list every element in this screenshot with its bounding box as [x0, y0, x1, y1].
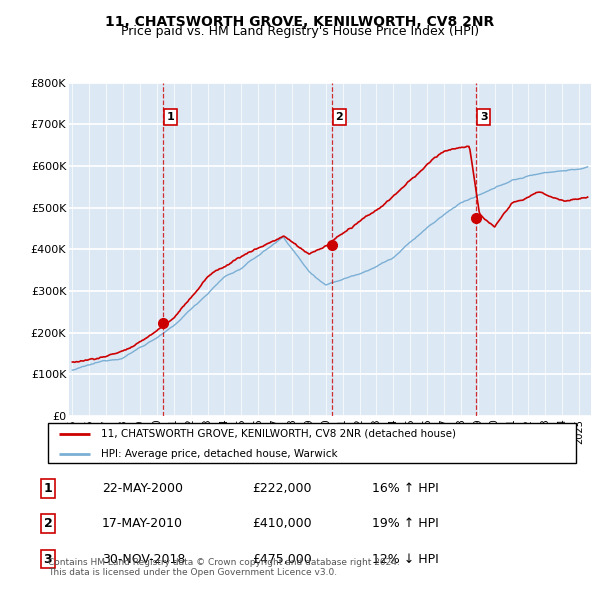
Text: 19% ↑ HPI: 19% ↑ HPI — [372, 517, 439, 530]
Text: 2: 2 — [335, 112, 343, 122]
Text: 16% ↑ HPI: 16% ↑ HPI — [372, 482, 439, 495]
Text: 30-NOV-2018: 30-NOV-2018 — [102, 552, 185, 566]
Text: 11, CHATSWORTH GROVE, KENILWORTH, CV8 2NR (detached house): 11, CHATSWORTH GROVE, KENILWORTH, CV8 2N… — [101, 429, 456, 439]
Text: HPI: Average price, detached house, Warwick: HPI: Average price, detached house, Warw… — [101, 449, 337, 459]
Text: 3: 3 — [480, 112, 487, 122]
Text: £222,000: £222,000 — [252, 482, 311, 495]
Text: 11, CHATSWORTH GROVE, KENILWORTH, CV8 2NR: 11, CHATSWORTH GROVE, KENILWORTH, CV8 2N… — [106, 15, 494, 29]
Text: £410,000: £410,000 — [252, 517, 311, 530]
Text: £475,000: £475,000 — [252, 552, 312, 566]
FancyBboxPatch shape — [48, 423, 576, 463]
Text: 17-MAY-2010: 17-MAY-2010 — [102, 517, 183, 530]
Text: 12% ↓ HPI: 12% ↓ HPI — [372, 552, 439, 566]
Text: 1: 1 — [167, 112, 175, 122]
Text: 1: 1 — [44, 482, 52, 495]
Text: 22-MAY-2000: 22-MAY-2000 — [102, 482, 183, 495]
Text: 3: 3 — [44, 552, 52, 566]
Text: Price paid vs. HM Land Registry's House Price Index (HPI): Price paid vs. HM Land Registry's House … — [121, 25, 479, 38]
Text: Contains HM Land Registry data © Crown copyright and database right 2024.
This d: Contains HM Land Registry data © Crown c… — [48, 558, 400, 577]
Text: 2: 2 — [44, 517, 52, 530]
